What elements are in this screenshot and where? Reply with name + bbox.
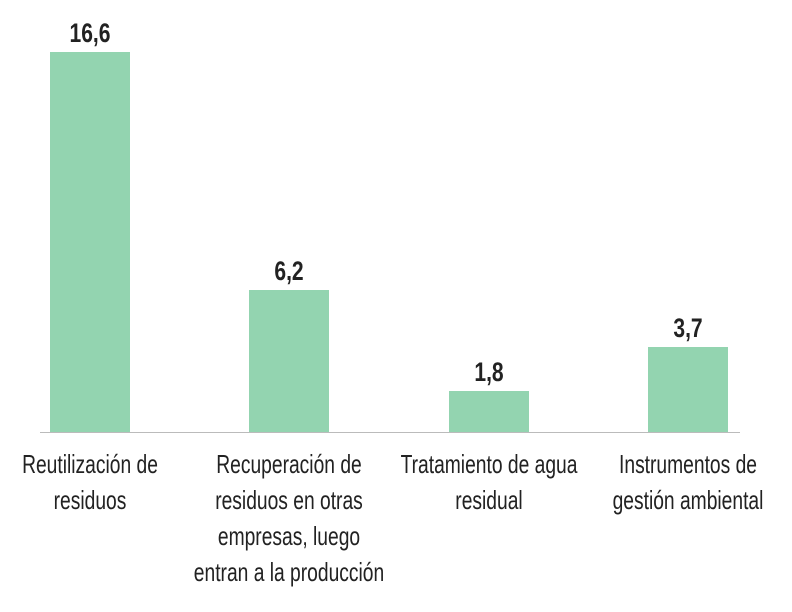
- x-tick-label: Reutilización de residuos: [21, 449, 158, 515]
- bar: [49, 52, 130, 432]
- value-label: 3,7: [673, 313, 703, 344]
- x-tick-label: Instrumentos de gestión ambiental: [612, 449, 764, 515]
- x-axis-line: [40, 432, 740, 433]
- value-label: 6,2: [274, 256, 304, 287]
- bar: [648, 347, 728, 432]
- bar: [249, 290, 329, 432]
- x-tick-label: Recuperación de residuos en otras empres…: [193, 449, 385, 587]
- value-label: 16,6: [69, 18, 110, 49]
- bar: [448, 390, 529, 432]
- value-label: 1,8: [473, 356, 504, 387]
- x-tick-label: Tratamiento de agua residual: [400, 449, 577, 515]
